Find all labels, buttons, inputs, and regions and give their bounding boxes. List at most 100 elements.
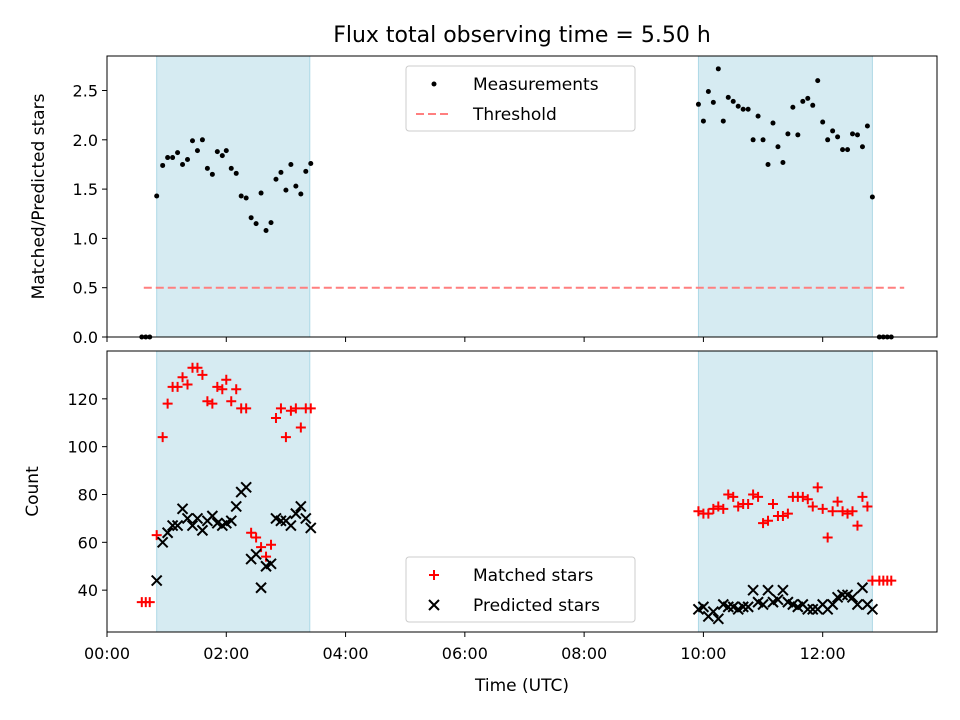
x-tick-label: 02:00 xyxy=(203,644,249,663)
measurement-point xyxy=(228,165,234,171)
predicted-stars-point xyxy=(250,548,262,560)
x-tick-label: 08:00 xyxy=(561,644,607,663)
legend-label: Threshold xyxy=(472,105,557,125)
legend-box xyxy=(405,65,636,132)
measurement-point xyxy=(165,155,171,161)
predicted-stars-point xyxy=(240,481,252,494)
matched-stars-point xyxy=(182,379,193,390)
measurement-point xyxy=(175,150,181,156)
measurement-point xyxy=(825,137,831,143)
predicted-stars-point xyxy=(777,584,789,596)
measurement-point xyxy=(223,148,229,154)
measurement-point xyxy=(189,138,195,144)
measurement-point xyxy=(243,195,249,201)
predicted-stars-point xyxy=(851,598,864,611)
observing-interval xyxy=(156,55,311,338)
predicted-stars-point xyxy=(275,515,287,527)
matched-stars-point xyxy=(827,506,838,517)
matched-stars-point xyxy=(231,384,242,395)
measurement-point xyxy=(194,148,200,154)
matched-stars-point xyxy=(812,482,823,493)
matched-stars-point xyxy=(221,374,232,385)
measurement-point xyxy=(160,162,166,168)
y-axis-label: Count xyxy=(23,466,43,517)
matched-stars-point xyxy=(157,432,168,443)
matched-stars-point xyxy=(305,403,316,414)
predicted-stars-point xyxy=(186,519,199,532)
measurement-point xyxy=(180,161,186,167)
measurement-point xyxy=(864,123,870,129)
predicted-stars-point xyxy=(722,601,734,613)
measurement-point xyxy=(710,99,716,105)
measurement-point xyxy=(283,187,289,193)
measurement-point xyxy=(820,119,826,125)
legend-plus-marker xyxy=(429,570,439,580)
measurement-point xyxy=(775,144,781,150)
legend-box xyxy=(405,556,636,623)
measurement-point xyxy=(288,161,294,167)
x-tick-label: 06:00 xyxy=(442,644,488,663)
matched-stars-point xyxy=(290,403,301,414)
measurement-point xyxy=(845,147,851,153)
matched-stars-point xyxy=(217,384,228,395)
measurement-point xyxy=(859,144,865,150)
measurement-point xyxy=(750,137,756,143)
measurement-point xyxy=(298,191,304,197)
matched-stars-point xyxy=(743,499,754,510)
measurement-point xyxy=(760,137,766,143)
measurement-point xyxy=(805,95,811,101)
measurement-point xyxy=(730,98,736,104)
matched-stars-point xyxy=(246,527,257,538)
measurement-point xyxy=(780,159,786,165)
measurement-point xyxy=(273,176,279,182)
measurement-point xyxy=(705,88,711,94)
axes-frame xyxy=(106,350,938,633)
legend-label: Predicted stars xyxy=(473,596,600,616)
matched-stars-point xyxy=(886,575,897,586)
matched-stars-point xyxy=(172,381,183,392)
predicted-stars-point xyxy=(181,512,194,525)
matched-stars-point xyxy=(251,532,262,543)
measurement-point xyxy=(785,131,791,137)
matched-stars-point xyxy=(718,503,729,514)
measurement-point xyxy=(735,103,741,109)
measurement-point xyxy=(214,149,220,155)
matched-stars-point xyxy=(162,398,173,409)
measurement-point xyxy=(268,220,274,226)
measurement-point xyxy=(854,132,860,138)
matched-stars-point xyxy=(728,491,739,502)
matched-stars-point xyxy=(807,501,818,512)
measurement-point xyxy=(800,98,806,104)
y-tick-label: 80 xyxy=(78,485,98,504)
top-panel: 0.0 0.5 1.0 1.5 2.0 2.5 Matched/Predicted star… xyxy=(29,55,938,347)
legend: Matched stars Predicted stars xyxy=(405,556,636,623)
measurement-point xyxy=(700,118,706,124)
matched-stars-point xyxy=(197,369,208,380)
measurement-point xyxy=(745,106,751,112)
matched-stars-point xyxy=(767,499,778,510)
measurement-point xyxy=(695,101,701,107)
predicted-stars-point xyxy=(285,519,297,532)
measurement-point xyxy=(170,155,176,161)
measurement-point xyxy=(233,170,239,176)
predicted-stars-point xyxy=(305,522,317,534)
matched-stars-point xyxy=(280,432,291,443)
y-tick-label: 1.5 xyxy=(73,180,98,199)
matched-stars-point xyxy=(226,396,237,407)
predicted-stars-point xyxy=(826,598,839,611)
measurement-point xyxy=(258,190,264,196)
predicted-stars-point xyxy=(747,584,759,596)
matched-stars-point xyxy=(275,403,286,414)
x-tick-label: 00:00 xyxy=(84,644,130,663)
measurement-point xyxy=(209,171,215,177)
measurement-point xyxy=(765,161,771,167)
measurement-point xyxy=(790,104,796,110)
predicted-stars-point xyxy=(156,536,169,549)
measurement-point xyxy=(248,215,254,221)
measurement-point xyxy=(740,106,746,112)
matched-stars-point xyxy=(817,503,828,514)
predicted-stars-point xyxy=(230,500,242,513)
matched-stars-point xyxy=(144,597,155,608)
matched-stars-point xyxy=(857,491,868,502)
matched-stars-point xyxy=(822,532,833,543)
